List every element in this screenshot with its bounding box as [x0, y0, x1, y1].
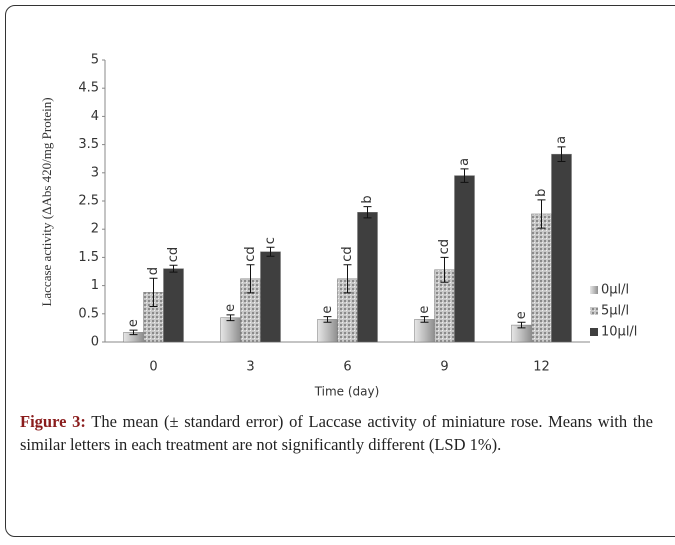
error-bar — [537, 199, 546, 229]
bar — [414, 319, 435, 343]
significance-letter: e — [126, 319, 141, 327]
legend-swatch — [590, 286, 598, 294]
y-tick-label: 1 — [91, 278, 99, 293]
bar — [551, 153, 572, 343]
legend-swatch — [590, 328, 598, 336]
error-bar — [363, 206, 372, 219]
caption-text: The mean (± standard error) of Laccase a… — [20, 412, 653, 454]
y-tick-label: 1.5 — [78, 250, 99, 265]
bar — [317, 319, 338, 343]
error-bar — [226, 314, 235, 322]
significance-letter: cd — [166, 247, 181, 262]
x-axis-title: Time (day) — [314, 385, 380, 399]
bar — [163, 268, 184, 343]
legend-swatch — [590, 307, 598, 315]
x-tick-label: 6 — [343, 360, 351, 375]
significance-letter: e — [514, 311, 529, 319]
legend-label: 0µl/l — [601, 283, 629, 298]
significance-letter: e — [417, 306, 432, 314]
x-tick-label: 3 — [246, 360, 254, 375]
significance-letter: cd — [437, 239, 452, 254]
y-tick-label: 5 — [91, 53, 99, 68]
error-bar — [420, 316, 429, 323]
y-tick-label: 3.5 — [78, 137, 99, 152]
bar — [260, 251, 281, 343]
error-bar — [460, 168, 469, 183]
x-tick-label: 12 — [533, 360, 550, 375]
figure-frame — [5, 5, 675, 537]
bar — [531, 213, 552, 343]
y-tick-label: 4.5 — [78, 81, 99, 96]
error-bar — [557, 146, 566, 163]
caption-label: Figure 3: — [20, 412, 86, 431]
error-bar — [343, 264, 352, 294]
significance-letter: a — [554, 136, 569, 144]
error-bar — [169, 264, 178, 273]
caption: Figure 3: The mean (± standard error) of… — [20, 410, 653, 456]
significance-letter: cd — [340, 246, 355, 261]
y-tick-label: 0 — [91, 335, 99, 350]
error-bar — [440, 256, 449, 283]
error-bar — [246, 264, 255, 294]
significance-letter: e — [223, 304, 238, 312]
significance-letter: a — [457, 158, 472, 166]
significance-letter: d — [146, 267, 161, 275]
legend-label: 5µl/l — [601, 304, 629, 319]
bar — [220, 317, 241, 343]
x-tick-label: 0 — [149, 360, 157, 375]
legend-label: 10µl/l — [601, 325, 637, 340]
x-tick-label: 9 — [440, 360, 448, 375]
significance-letter: cd — [243, 246, 258, 261]
bar — [454, 175, 475, 343]
error-bar — [323, 316, 332, 323]
error-bar — [266, 246, 275, 257]
y-tick-label: 0.5 — [78, 306, 99, 321]
chart: Laccase activity (ΔAbs 420/mg Protein) T… — [39, 53, 637, 399]
significance-letter: b — [360, 195, 375, 203]
error-bar — [129, 329, 138, 336]
y-axis-title: Laccase activity (ΔAbs 420/mg Protein) — [39, 97, 54, 306]
significance-letter: c — [263, 237, 278, 244]
significance-letter: b — [534, 189, 549, 197]
bar — [357, 212, 378, 343]
significance-letter: e — [320, 306, 335, 314]
y-tick-label: 3 — [91, 165, 99, 180]
y-tick-label: 4 — [91, 109, 99, 124]
y-tick-label: 2.5 — [78, 194, 99, 209]
error-bar — [517, 321, 526, 329]
error-bar — [149, 277, 158, 307]
y-tick-label: 2 — [91, 222, 99, 237]
